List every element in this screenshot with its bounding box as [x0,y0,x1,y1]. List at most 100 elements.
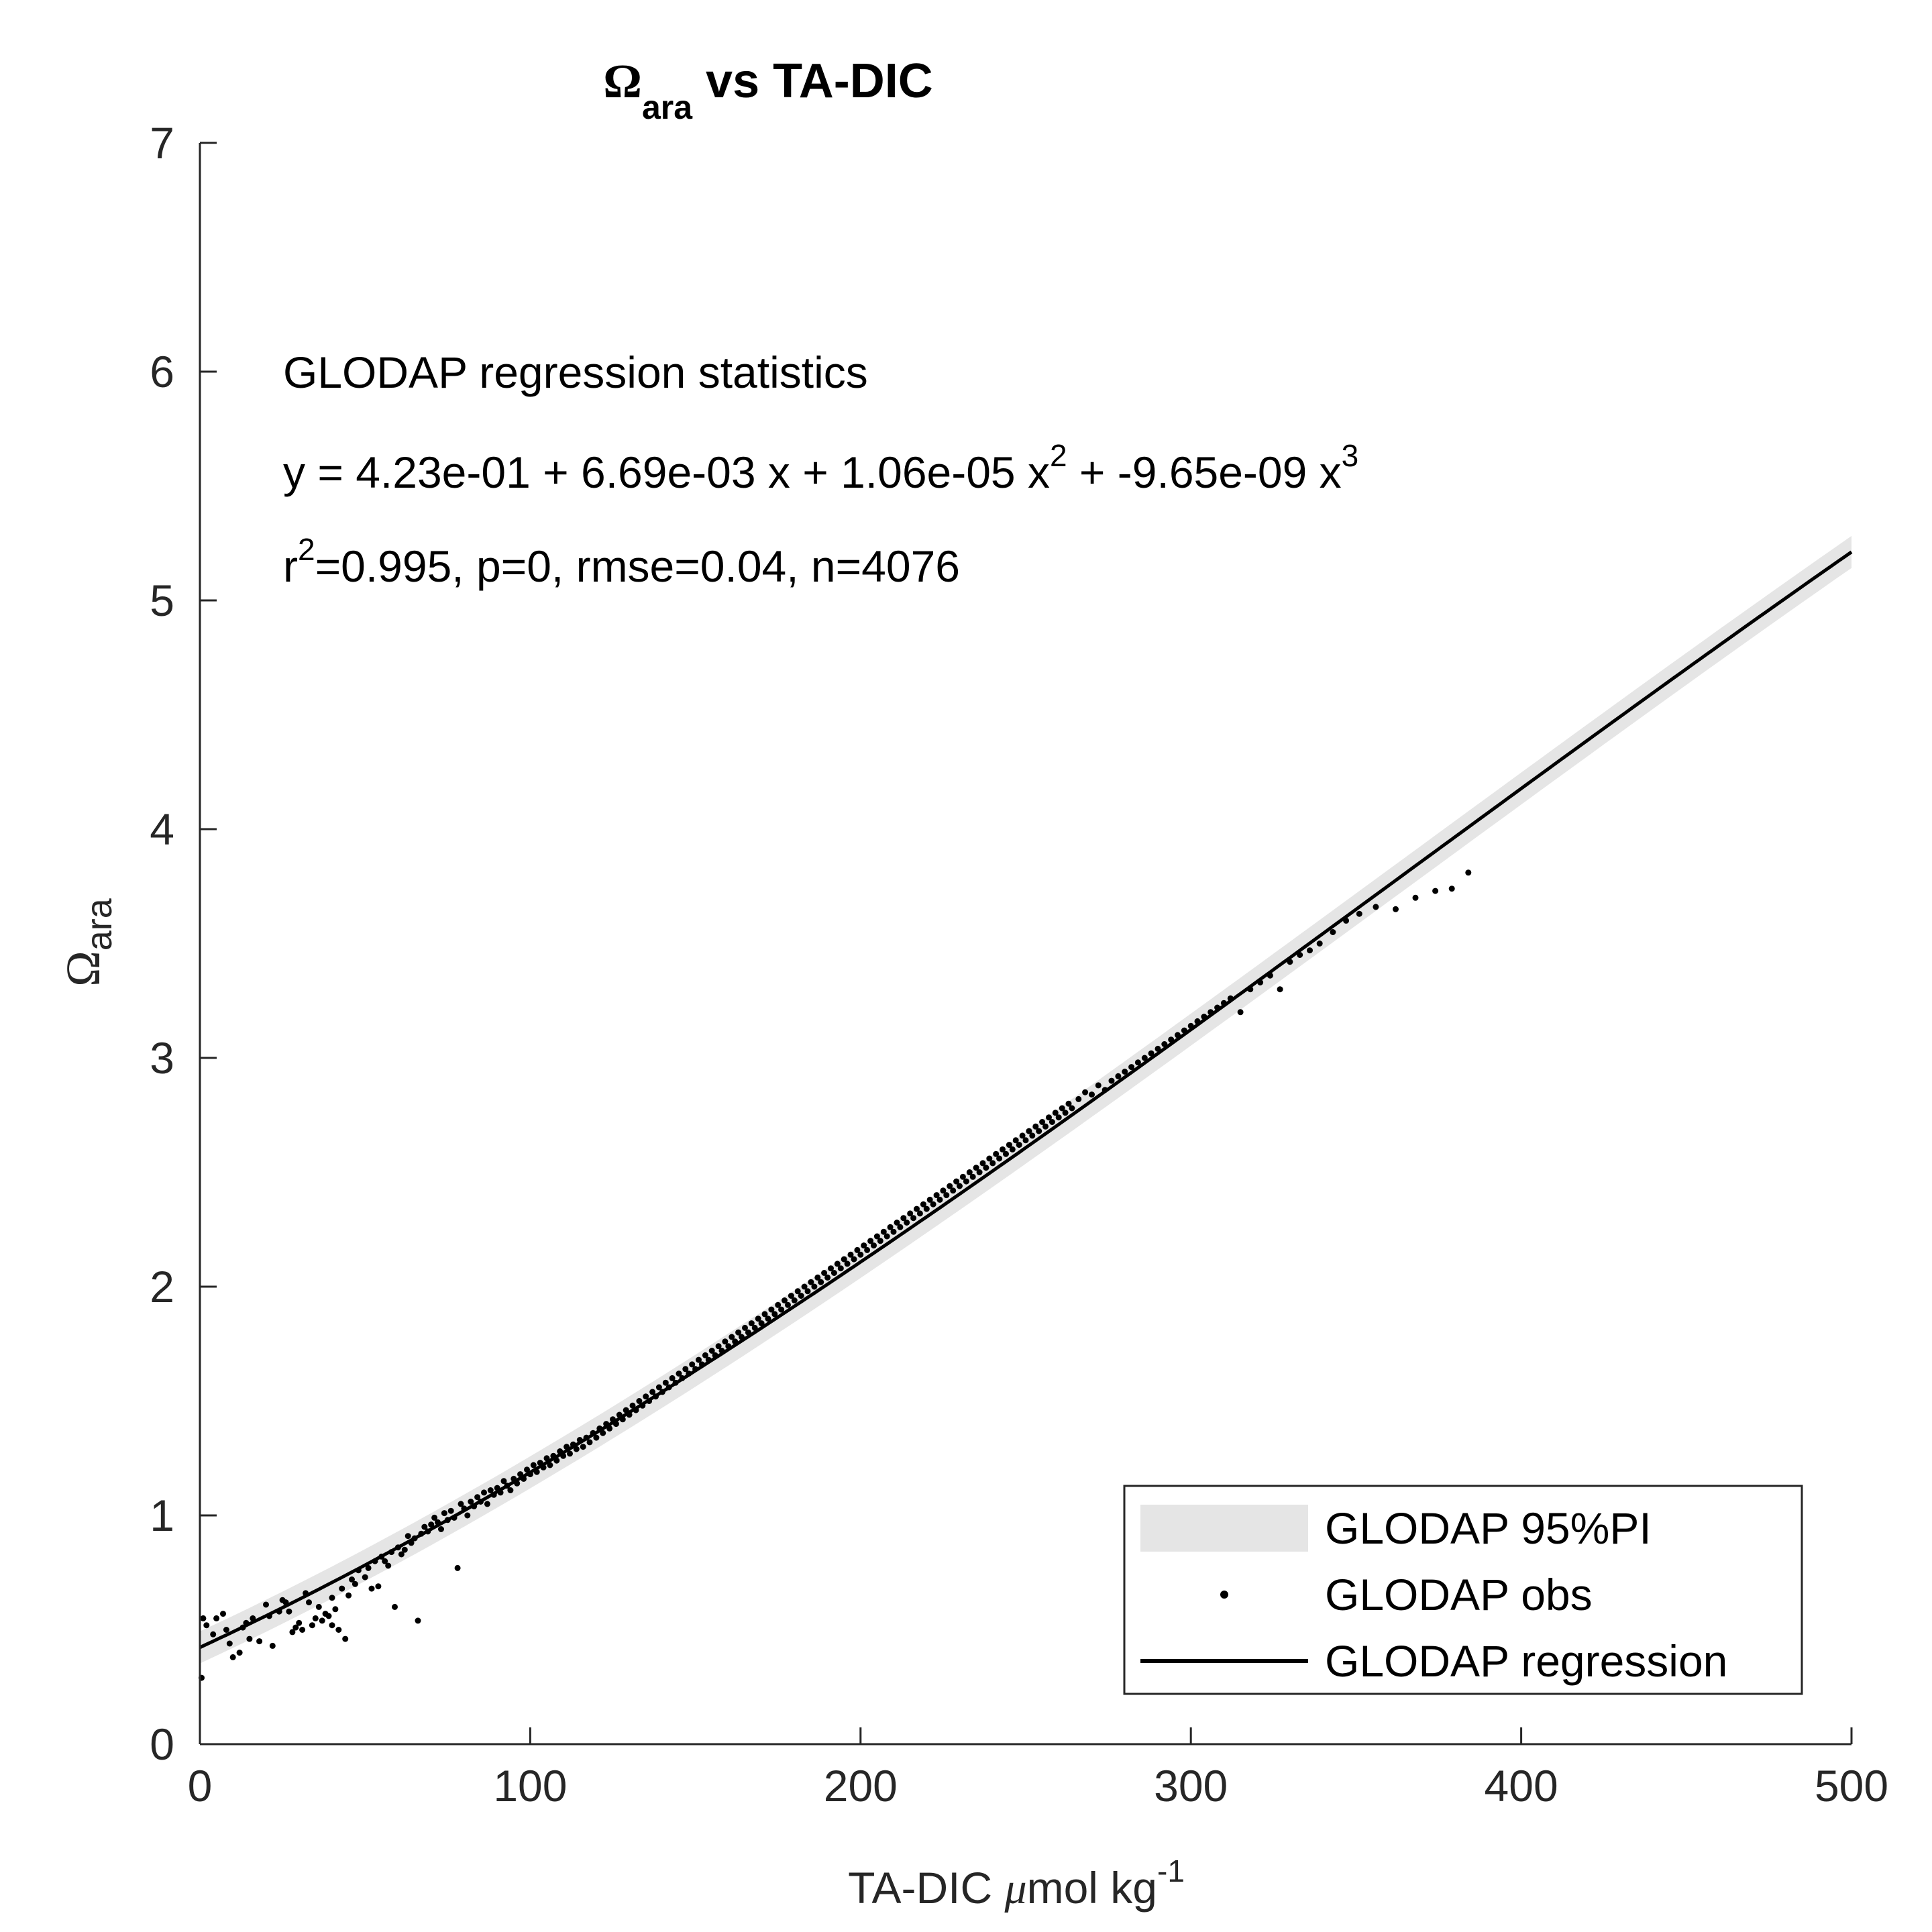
x-tick-label: 500 [1815,1761,1888,1811]
obs-point [464,1512,471,1519]
obs-point [953,1178,960,1185]
obs-point [966,1169,973,1175]
obs-point [524,1466,530,1473]
obs-point [755,1316,761,1322]
legend: GLODAP 95%PI GLODAP obs GLODAP regressio… [1123,1485,1803,1695]
obs-point [1432,888,1439,894]
obs-point [375,1583,382,1590]
obs-point [950,1187,957,1194]
y-tick-label: 4 [150,804,174,854]
obs-point [867,1238,874,1244]
obs-point [530,1462,537,1468]
obs-point [669,1375,676,1381]
obs-point [676,1371,682,1377]
obs-point [830,1270,837,1276]
obs-point [821,1270,828,1276]
obs-point [1128,1064,1135,1071]
x-tick-label: 400 [1485,1761,1558,1811]
obs-point [923,1205,930,1212]
obs-point [474,1494,481,1501]
obs-point [1059,1105,1065,1112]
obs-point [593,1434,600,1441]
obs-point [702,1352,708,1358]
obs-point [286,1608,292,1615]
obs-point [880,1228,887,1235]
obs-point [1003,1150,1009,1157]
obs-point [220,1611,226,1617]
obs-point [600,1430,606,1436]
obs-point [329,1622,335,1629]
obs-point [890,1228,897,1235]
obs-point [940,1187,947,1194]
obs-point [959,1173,966,1180]
obs-point [438,1526,444,1532]
obs-point [325,1613,332,1619]
obs-point [1049,1119,1055,1125]
annotation-stats: r2=0.995, p=0, rmse=0.04, n=4076 [283,532,960,591]
x-tick-label: 0 [188,1761,213,1811]
obs-point [883,1233,890,1240]
obs-point [910,1215,917,1222]
obs-point [847,1251,854,1258]
obs-point [957,1183,963,1189]
obs-point [203,1622,210,1629]
obs-point [989,1160,996,1167]
obs-point [269,1642,276,1649]
y-axis-label: Ωara [56,898,119,987]
obs-point [1089,1091,1095,1098]
title-subscript: ara [642,89,693,126]
obs-point [887,1224,894,1230]
obs-point [1237,1009,1244,1016]
obs-point [963,1178,969,1185]
obs-point [794,1288,801,1295]
obs-point [708,1348,715,1354]
obs-point [824,1274,831,1281]
obs-point [894,1220,900,1226]
obs-point [547,1462,553,1468]
obs-point [299,1627,306,1633]
obs-point [1036,1128,1042,1134]
obs-point [1115,1073,1122,1079]
obs-point [1062,1110,1069,1116]
obs-point [1277,986,1283,993]
obs-point [365,1564,372,1571]
stats-sup: 2 [298,532,315,567]
x-axis-label-text: TA-DIC [848,1863,1004,1913]
obs-point [729,1334,735,1340]
y-tick-label: 1 [150,1491,174,1540]
y-tick-label: 0 [150,1719,174,1769]
obs-point [1330,929,1336,935]
obs-point [900,1215,907,1222]
obs-point [778,1306,785,1313]
obs-point [296,1619,303,1626]
obs-point [447,1507,454,1514]
obs-point [851,1256,857,1263]
obs-point [837,1265,844,1272]
y-axis-label-subscript: ara [79,898,119,951]
obs-point [947,1183,953,1189]
obs-point [1019,1132,1026,1139]
obs-point [785,1301,791,1308]
obs-point [643,1393,649,1400]
obs-point [996,1155,1003,1162]
obs-point [636,1398,643,1404]
obs-point [1141,1055,1148,1061]
obs-point [1032,1123,1039,1130]
obs-point [1009,1146,1016,1152]
obs-point [1465,869,1472,876]
obs-point [933,1192,940,1199]
x-axis-label-mu: μ [1004,1864,1026,1913]
x-axis-ticks: 0 100 200 300 400 500 [188,1727,1888,1811]
y-tick-label: 2 [150,1262,174,1311]
x-tick-label: 100 [493,1761,567,1811]
prediction-interval-area [200,535,1851,1664]
regression-curve [199,550,1853,1650]
obs-point [936,1196,943,1203]
obs-point [368,1585,375,1592]
obs-point [1148,1050,1155,1057]
obs-point [256,1638,263,1645]
obs-point [382,1558,388,1564]
obs-point [771,1311,778,1318]
obs-point [804,1288,811,1295]
